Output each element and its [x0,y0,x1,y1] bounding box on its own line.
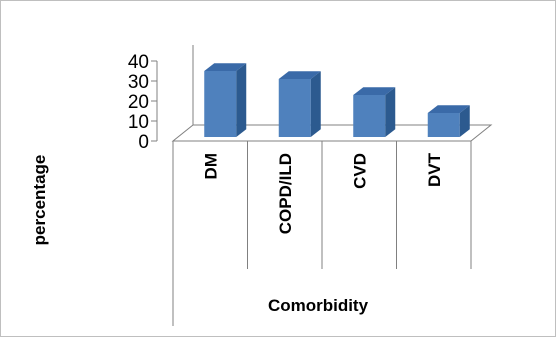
y-tick-label: 30 [128,72,149,93]
bar-side [310,71,321,137]
category-label: DM [201,153,220,179]
category-label: DVT [425,152,444,187]
y-axis-title: percentage [30,155,49,246]
y-tick-label: 0 [138,132,149,153]
y-tick-label: 10 [128,112,149,133]
floor-plane [171,124,493,142]
y-tick-label: 40 [128,52,149,73]
bar [427,105,470,137]
bar-front [353,95,386,137]
bar-front [204,71,237,137]
bar-side [459,105,470,137]
category-label: COPD/ILD [276,153,295,234]
bar-top [278,71,321,79]
bars [204,63,470,137]
bar [353,87,396,137]
bar-top [204,63,247,71]
chart-floor [171,45,493,142]
bar-side [236,63,247,137]
category-labels: DM COPD/ILD CVD DVT [201,152,444,234]
bar-side [385,87,396,137]
category-table [172,141,472,326]
bar-top [353,87,396,95]
bar-front [278,79,311,137]
bar-top [427,105,470,113]
x-axis-title: Comorbidity [268,296,369,315]
bar [278,71,321,137]
category-label: CVD [350,153,369,189]
y-tick-label: 20 [128,92,149,113]
bar [204,63,247,137]
bar-front [427,113,460,137]
